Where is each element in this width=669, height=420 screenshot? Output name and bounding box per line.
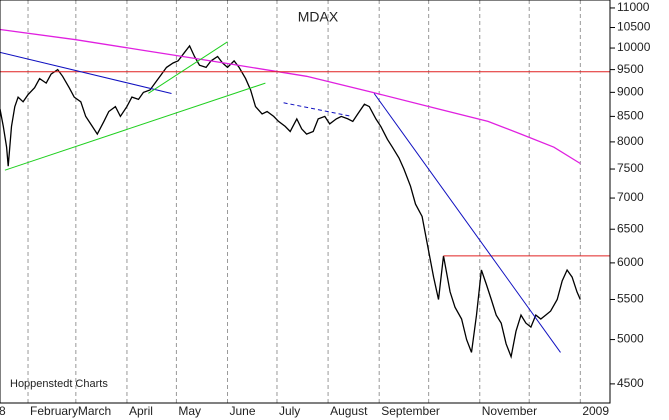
x-tick-label: November	[482, 404, 537, 418]
plot-frame	[0, 0, 611, 404]
y-tick-label: 11000	[617, 0, 650, 14]
y-tick-label: 9500	[617, 62, 644, 76]
y-tick-label: 7500	[617, 161, 644, 175]
series-line	[148, 41, 228, 94]
x-tick-label: March	[78, 404, 111, 418]
y-tick-label: 5500	[617, 292, 644, 306]
y-tick-label: 7000	[617, 190, 644, 204]
x-tick-label: May	[178, 404, 201, 418]
x-tick-label: 2009	[582, 404, 609, 418]
y-tick-label: 9000	[617, 85, 644, 99]
y-tick-label: 10000	[617, 40, 651, 54]
x-tick-label: August	[330, 404, 368, 418]
series-line	[283, 102, 350, 117]
series-line	[0, 28, 581, 165]
x-tick-label: June	[230, 404, 256, 418]
y-tick-label: 4500	[617, 376, 644, 390]
y-tick-label: 8000	[617, 134, 644, 148]
y-tick-label: 5000	[617, 332, 644, 346]
chart-title: MDAX	[298, 9, 339, 25]
series-line	[4, 82, 266, 171]
y-tick-label: 6500	[617, 221, 644, 235]
x-tick-label: July	[279, 404, 300, 418]
x-tick-label: February	[30, 404, 78, 418]
plot-area	[0, 0, 610, 403]
x-tick-label: September	[381, 404, 440, 418]
x-tick-label: April	[129, 404, 153, 418]
series-line	[373, 93, 561, 353]
series-line	[0, 44, 581, 360]
annotation: Hoppenstedt Charts	[10, 378, 108, 390]
y-tick-label: 10500	[617, 20, 651, 34]
y-tick-label: 8500	[617, 109, 644, 123]
y-tick-label: 6000	[617, 255, 644, 269]
series-line	[0, 51, 172, 94]
x-tick-label: 2008	[0, 404, 6, 418]
